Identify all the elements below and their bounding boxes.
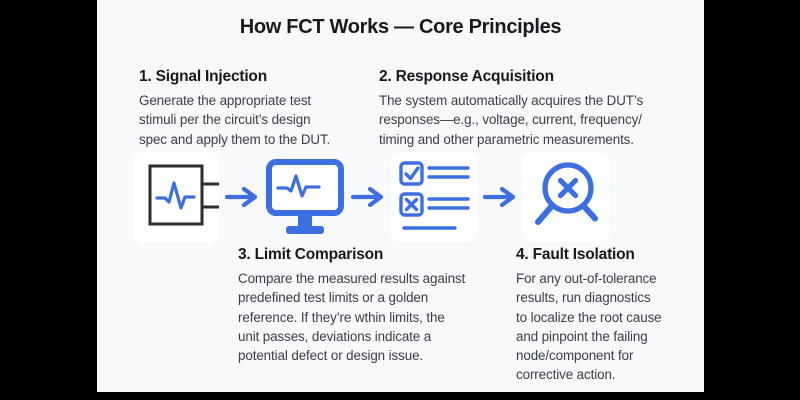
infographic-canvas: How FCT Works — Core Principles 1. Signa…	[97, 0, 704, 392]
step-heading: 2. Response Acquisition	[379, 68, 554, 85]
step-signal-injection: 1. Signal Injection Generate the appropr…	[139, 68, 389, 149]
magnifier-fault-icon	[535, 162, 598, 225]
step-fault-isolation: 4. Fault Isolation For any out-of-tolera…	[516, 246, 701, 385]
signal-source-icon	[148, 164, 219, 226]
signal-source-tile	[133, 152, 219, 242]
process-flow-row	[97, 151, 704, 243]
step-limit-comparison: 3. Limit Comparison Compare the measured…	[238, 246, 498, 365]
step-heading: 3. Limit Comparison	[238, 246, 384, 263]
arrow-right-icon	[225, 186, 259, 208]
arrow-right-icon	[483, 186, 517, 208]
checklist-tile	[391, 152, 477, 242]
step-body: The system automatically acquires the DU…	[379, 93, 644, 147]
step-body: Generate the appropriate test stimuli pe…	[139, 93, 331, 147]
step-body: Compare the measured results against pre…	[238, 271, 466, 364]
monitor-waveform-icon	[265, 158, 345, 236]
step-response-acquisition: 2. Response Acquisition The system autom…	[379, 68, 699, 149]
step-heading: 4. Fault Isolation	[516, 246, 635, 263]
step-heading: 1. Signal Injection	[139, 68, 267, 85]
arrow-right-icon	[351, 186, 385, 208]
fault-isolation-tile	[523, 152, 609, 242]
step-body: For any out-of-tolerance results, run di…	[516, 271, 662, 383]
checklist-icon	[399, 161, 470, 230]
page-title: How FCT Works — Core Principles	[239, 16, 562, 38]
